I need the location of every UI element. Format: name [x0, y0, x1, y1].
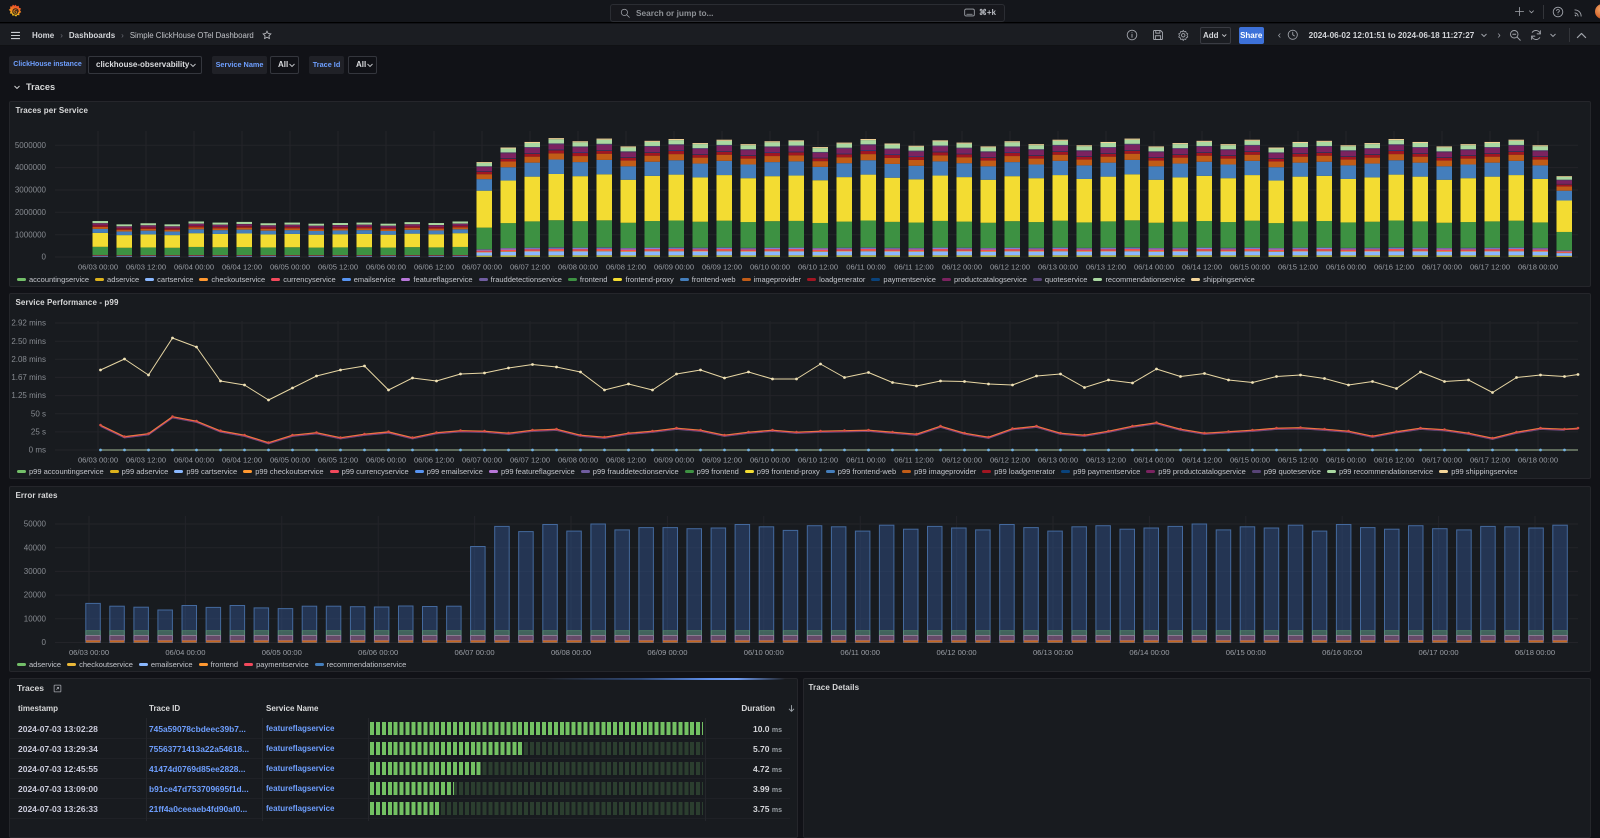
- svg-text:06/07 00:00: 06/07 00:00: [462, 262, 502, 271]
- svg-text:06/05 00:00: 06/05 00:00: [270, 262, 310, 271]
- svg-text:06/10 00:00: 06/10 00:00: [744, 648, 784, 657]
- svg-text:06/13 00:00: 06/13 00:00: [1038, 262, 1078, 271]
- svg-text:0: 0: [42, 638, 47, 647]
- svg-text:06/09 12:00: 06/09 12:00: [702, 455, 742, 464]
- svg-text:06/15 12:00: 06/15 12:00: [1278, 455, 1318, 464]
- svg-text:06/11 00:00: 06/11 00:00: [840, 648, 880, 657]
- svg-text:06/13 12:00: 06/13 12:00: [1086, 262, 1126, 271]
- svg-text:06/06 12:00: 06/06 12:00: [414, 455, 454, 464]
- svg-text:06/16 12:00: 06/16 12:00: [1374, 262, 1414, 271]
- svg-text:06/09 00:00: 06/09 00:00: [654, 455, 694, 464]
- svg-text:06/15 00:00: 06/15 00:00: [1226, 648, 1266, 657]
- svg-text:06/06 12:00: 06/06 12:00: [414, 262, 454, 271]
- svg-text:06/12 00:00: 06/12 00:00: [942, 455, 982, 464]
- svg-text:2.50 mins: 2.50 mins: [11, 337, 46, 346]
- svg-text:06/14 00:00: 06/14 00:00: [1134, 262, 1174, 271]
- svg-text:10000: 10000: [24, 614, 47, 623]
- svg-text:06/12 12:00: 06/12 12:00: [990, 262, 1030, 271]
- svg-text:06/16 00:00: 06/16 00:00: [1326, 262, 1366, 271]
- svg-text:06/05 00:00: 06/05 00:00: [262, 648, 302, 657]
- svg-text:50000: 50000: [24, 520, 47, 529]
- svg-text:06/16 00:00: 06/16 00:00: [1326, 455, 1366, 464]
- svg-text:06/13 00:00: 06/13 00:00: [1038, 455, 1078, 464]
- svg-text:40000: 40000: [24, 543, 47, 552]
- svg-text:06/08 00:00: 06/08 00:00: [558, 455, 598, 464]
- svg-text:06/10 00:00: 06/10 00:00: [750, 455, 790, 464]
- svg-text:06/05 00:00: 06/05 00:00: [270, 455, 310, 464]
- svg-text:06/04 12:00: 06/04 12:00: [222, 455, 262, 464]
- svg-text:06/10 00:00: 06/10 00:00: [750, 262, 790, 271]
- svg-text:06/12 00:00: 06/12 00:00: [942, 262, 982, 271]
- svg-text:06/05 12:00: 06/05 12:00: [318, 262, 358, 271]
- svg-text:06/14 00:00: 06/14 00:00: [1129, 648, 1169, 657]
- svg-text:30000: 30000: [24, 567, 47, 576]
- svg-text:06/11 00:00: 06/11 00:00: [846, 262, 886, 271]
- svg-text:25 s: 25 s: [31, 428, 46, 437]
- svg-text:06/17 12:00: 06/17 12:00: [1470, 262, 1510, 271]
- svg-text:2.08 mins: 2.08 mins: [11, 355, 46, 364]
- svg-text:06/10 12:00: 06/10 12:00: [798, 455, 838, 464]
- svg-text:1.25 mins: 1.25 mins: [11, 391, 46, 400]
- svg-text:06/17 12:00: 06/17 12:00: [1470, 455, 1510, 464]
- svg-text:06/13 12:00: 06/13 12:00: [1086, 455, 1126, 464]
- svg-text:06/12 00:00: 06/12 00:00: [937, 648, 977, 657]
- svg-text:06/12 12:00: 06/12 12:00: [990, 455, 1030, 464]
- svg-text:06/15 00:00: 06/15 00:00: [1230, 455, 1270, 464]
- svg-text:2000000: 2000000: [15, 208, 47, 217]
- svg-text:50 s: 50 s: [31, 409, 46, 418]
- svg-text:06/03 12:00: 06/03 12:00: [126, 262, 166, 271]
- svg-text:06/14 12:00: 06/14 12:00: [1182, 262, 1222, 271]
- svg-text:06/07 00:00: 06/07 00:00: [462, 455, 502, 464]
- svg-text:06/09 12:00: 06/09 12:00: [702, 262, 742, 271]
- svg-text:0: 0: [42, 253, 47, 262]
- svg-text:06/17 00:00: 06/17 00:00: [1422, 455, 1462, 464]
- svg-text:06/08 00:00: 06/08 00:00: [551, 648, 591, 657]
- svg-text:06/07 00:00: 06/07 00:00: [455, 648, 495, 657]
- svg-text:06/09 00:00: 06/09 00:00: [647, 648, 687, 657]
- svg-text:06/04 00:00: 06/04 00:00: [174, 262, 214, 271]
- svg-text:06/07 12:00: 06/07 12:00: [510, 455, 550, 464]
- svg-text:06/17 00:00: 06/17 00:00: [1419, 648, 1459, 657]
- svg-text:1.67 mins: 1.67 mins: [11, 373, 46, 382]
- svg-text:06/03 12:00: 06/03 12:00: [126, 455, 166, 464]
- svg-text:06/08 00:00: 06/08 00:00: [558, 262, 598, 271]
- svg-text:06/04 00:00: 06/04 00:00: [165, 648, 205, 657]
- svg-text:06/08 12:00: 06/08 12:00: [606, 455, 646, 464]
- svg-text:1000000: 1000000: [15, 230, 47, 239]
- svg-text:06/18 00:00: 06/18 00:00: [1518, 262, 1558, 271]
- svg-text:06/14 12:00: 06/14 12:00: [1182, 455, 1222, 464]
- svg-text:06/03 00:00: 06/03 00:00: [78, 455, 118, 464]
- svg-text:06/18 00:00: 06/18 00:00: [1515, 648, 1555, 657]
- svg-text:06/03 00:00: 06/03 00:00: [78, 262, 118, 271]
- svg-text:20000: 20000: [24, 591, 47, 600]
- svg-text:06/06 00:00: 06/06 00:00: [366, 455, 406, 464]
- svg-text:3000000: 3000000: [15, 186, 47, 195]
- svg-text:4000000: 4000000: [15, 163, 47, 172]
- svg-text:06/03 00:00: 06/03 00:00: [69, 648, 109, 657]
- svg-text:06/04 00:00: 06/04 00:00: [174, 455, 214, 464]
- svg-text:0 ms: 0 ms: [29, 446, 46, 455]
- svg-text:06/14 00:00: 06/14 00:00: [1134, 455, 1174, 464]
- svg-text:06/16 12:00: 06/16 12:00: [1374, 455, 1414, 464]
- svg-text:06/08 12:00: 06/08 12:00: [606, 262, 646, 271]
- svg-text:06/06 00:00: 06/06 00:00: [358, 648, 398, 657]
- svg-text:06/17 00:00: 06/17 00:00: [1422, 262, 1462, 271]
- svg-text:06/05 12:00: 06/05 12:00: [318, 455, 358, 464]
- svg-text:06/11 12:00: 06/11 12:00: [894, 455, 934, 464]
- svg-text:06/11 00:00: 06/11 00:00: [846, 455, 886, 464]
- svg-text:06/06 00:00: 06/06 00:00: [366, 262, 406, 271]
- svg-text:06/10 12:00: 06/10 12:00: [798, 262, 838, 271]
- svg-text:06/13 00:00: 06/13 00:00: [1033, 648, 1073, 657]
- svg-text:06/15 12:00: 06/15 12:00: [1278, 262, 1318, 271]
- svg-text:06/11 12:00: 06/11 12:00: [894, 262, 934, 271]
- svg-text:06/09 00:00: 06/09 00:00: [654, 262, 694, 271]
- svg-text:2.92 mins: 2.92 mins: [11, 319, 46, 328]
- svg-text:06/07 12:00: 06/07 12:00: [510, 262, 550, 271]
- svg-text:06/15 00:00: 06/15 00:00: [1230, 262, 1270, 271]
- svg-text:06/18 00:00: 06/18 00:00: [1518, 455, 1558, 464]
- svg-text:5000000: 5000000: [15, 141, 47, 150]
- svg-text:06/16 00:00: 06/16 00:00: [1322, 648, 1362, 657]
- svg-text:06/04 12:00: 06/04 12:00: [222, 262, 262, 271]
